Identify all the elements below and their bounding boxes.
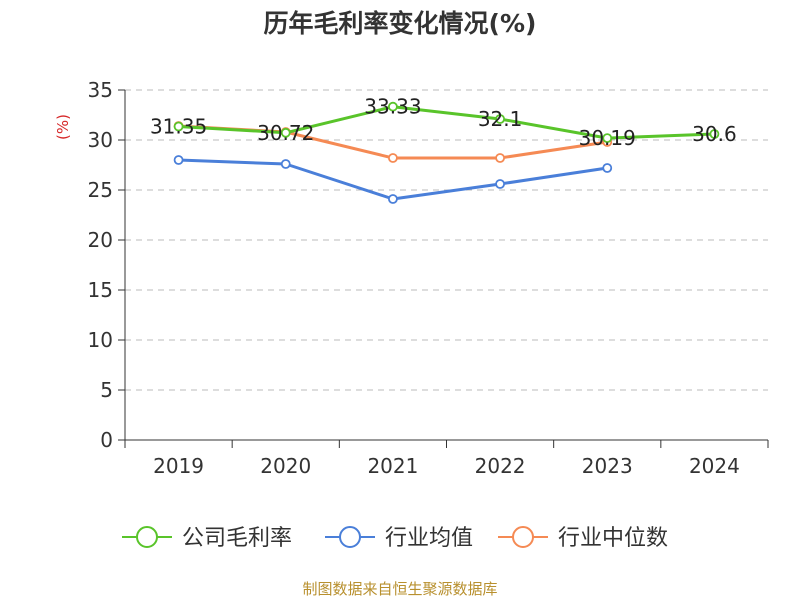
data-point [280,159,291,169]
data-point [388,153,398,163]
data-label: 30.6 [692,122,737,146]
y-tick-label: 35 [88,78,113,102]
y-tick-label: 5 [100,378,113,402]
data-point [602,133,613,144]
legend-marker [136,526,158,548]
data-point [495,179,505,189]
legend-label: 行业中位数 [558,526,668,551]
data-point [495,114,505,124]
data-label: 32.1 [478,107,523,131]
source-note: 制图数据来自恒生聚源数据库 [302,580,498,598]
x-tick-label: 2023 [582,454,633,478]
y-tick-label: 0 [100,428,113,452]
x-tick-label: 2022 [475,454,526,478]
series-line [178,158,608,201]
legend-label: 行业均值 [385,526,473,551]
chart-title: 历年毛利率变化情况(%) [263,9,537,38]
data-label: 30.19 [579,126,636,150]
y-tick-label: 15 [88,278,113,302]
axes: 0 5 10 15 20 25 30 35 2019 2020 2021 2022 2023 2024 [88,78,769,478]
x-tick-label: 2021 [367,454,418,478]
data-point [173,155,184,165]
legend: 公司毛利率 行业均值 行业中位数 [122,526,668,551]
y-axis-unit-label: (%) [54,114,72,140]
y-tick-label: 10 [88,328,113,352]
legend-label: 公司毛利率 [182,526,292,551]
data-point [495,153,505,163]
data-point [709,129,720,139]
data-point [602,163,613,173]
data-label: 33.33 [364,95,421,119]
data-point [173,121,184,132]
y-tick-label: 30 [88,128,113,152]
legend-marker [512,526,534,548]
series-line [178,105,715,140]
y-tick-label: 20 [88,228,113,252]
data-point [388,194,398,204]
y-tick-label: 25 [88,178,113,202]
data-labels: 31.35 30.72 33.33 32.1 30.19 30.6 [150,95,737,150]
data-point [280,127,291,138]
series-lines [173,101,720,204]
legend-marker [339,526,361,548]
x-tick-label: 2020 [260,454,311,478]
data-label: 31.35 [150,115,207,139]
data-point [388,101,398,112]
x-tick-label: 2024 [689,454,740,478]
data-label: 30.72 [257,121,314,145]
x-tick-label: 2019 [153,454,204,478]
